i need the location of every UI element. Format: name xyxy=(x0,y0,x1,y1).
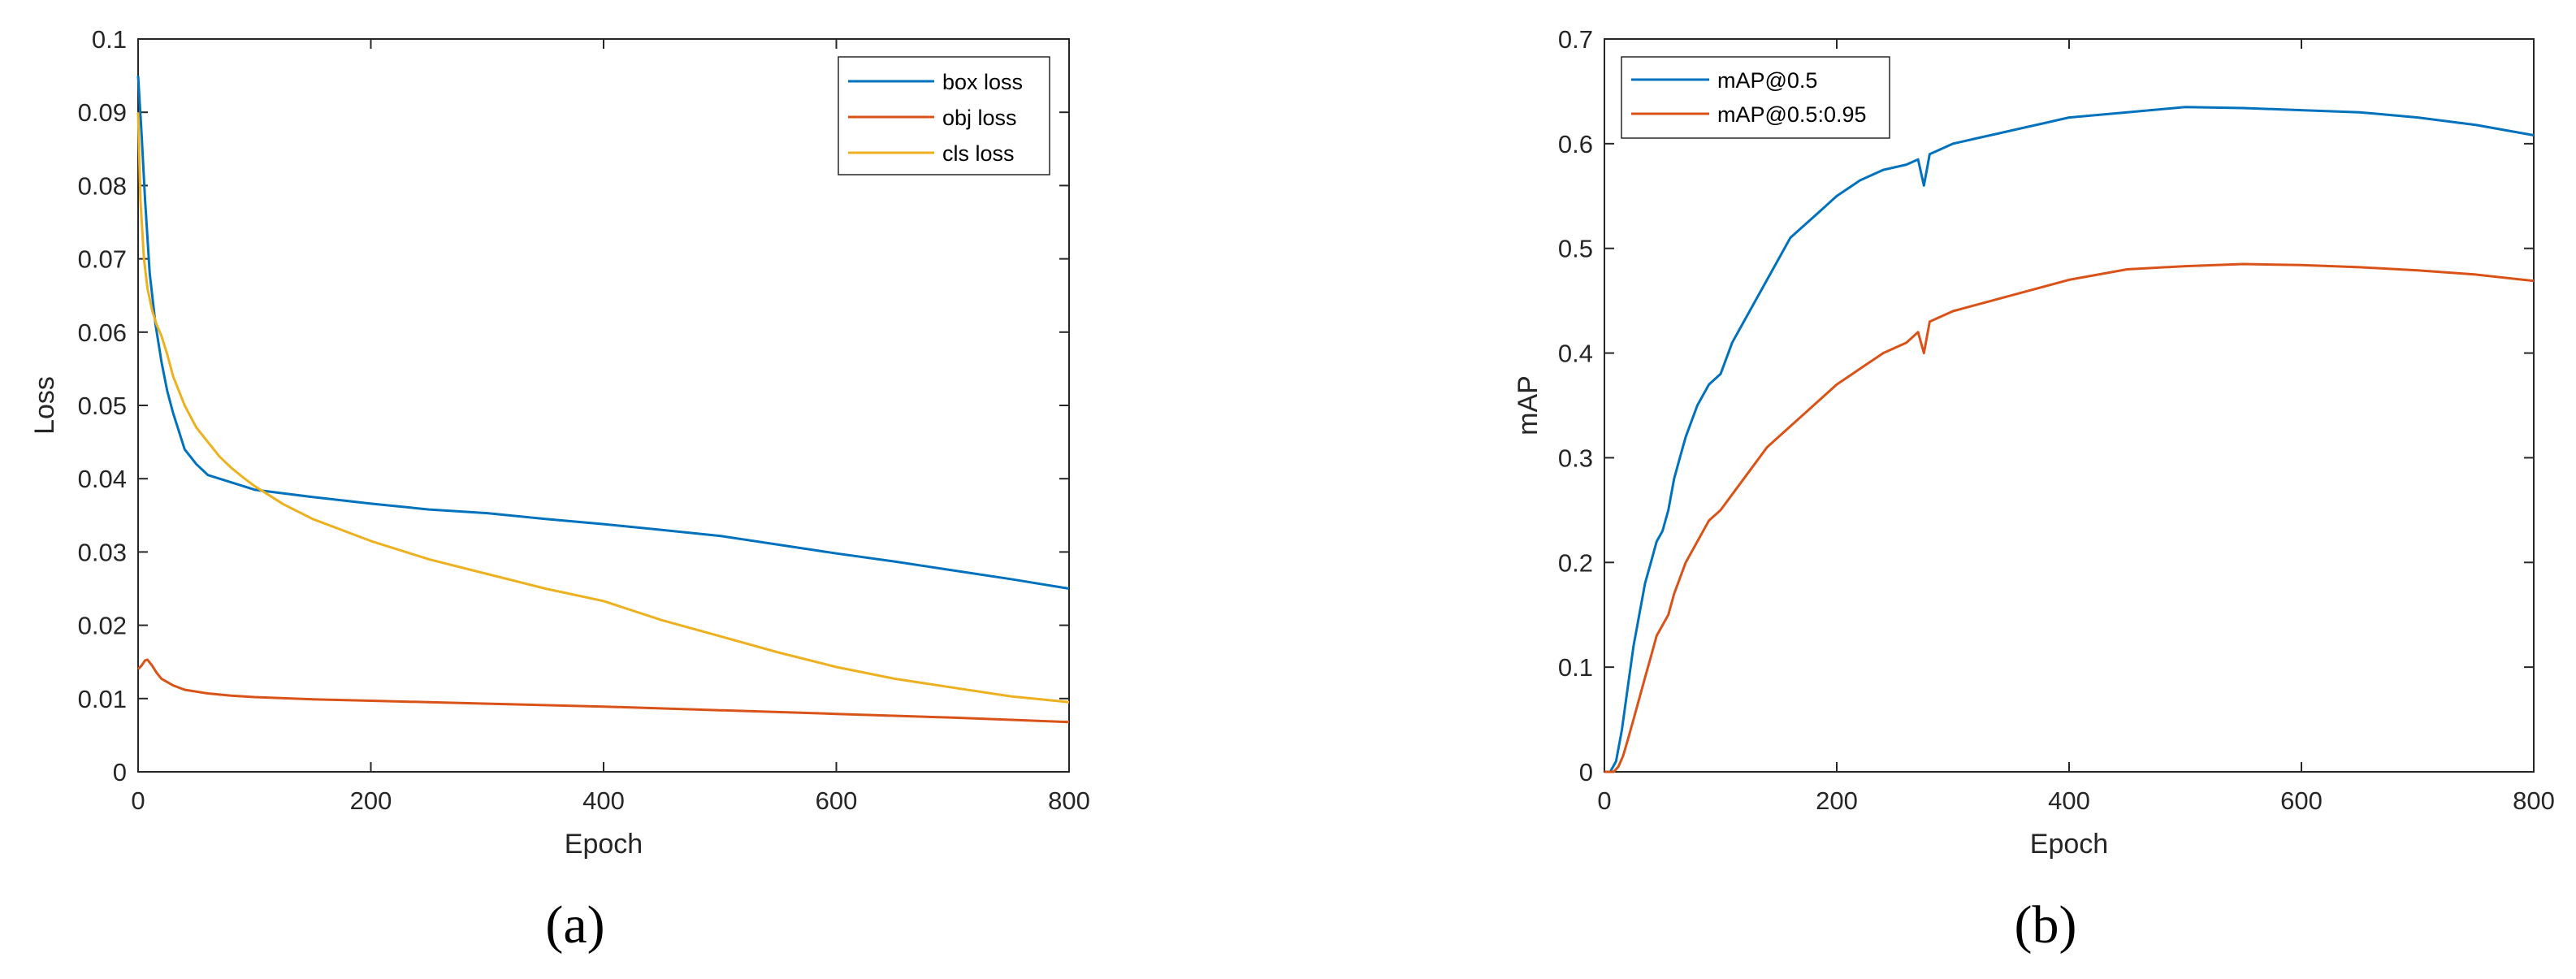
chart-b-ytick-label: 0.1 xyxy=(1558,653,1593,682)
chart-a-series-obj-loss xyxy=(136,658,1070,724)
chart-b-ytick-label: 0.7 xyxy=(1558,25,1593,54)
chart-b-series-map-0-5 xyxy=(1604,106,2535,773)
chart-a-y-axis: 0 0.01 0.02 0.03 0.04 0.05 0.06 0.07 0.08 0.09 0.1 xyxy=(78,25,1069,786)
chart-b-legend: mAP@0.5 mAP@0.5:0.95 xyxy=(1621,56,1890,139)
chart-a-ytick-label: 0.03 xyxy=(78,538,127,566)
chart-b-xtick-label: 0 xyxy=(1597,786,1611,815)
chart-b-legend-box xyxy=(1621,56,1890,139)
chart-b-series-lines xyxy=(1604,106,2535,773)
chart-a-ytick-label: 0.08 xyxy=(78,171,127,200)
chart-b-legend-label-map50: mAP@0.5 xyxy=(1717,68,1817,93)
chart-a-xtick-label: 600 xyxy=(816,786,858,815)
chart-a-xtick-label: 0 xyxy=(131,786,145,815)
chart-a-series-lines xyxy=(136,76,1070,724)
chart-b-x-label: Epoch xyxy=(2030,829,2108,860)
chart-a-ytick-label: 0.02 xyxy=(78,612,127,640)
chart-a-xtick-label: 200 xyxy=(350,786,392,815)
chart-b-xtick-label: 200 xyxy=(1816,786,1858,815)
chart-a-legend: box loss obj loss cls loss xyxy=(838,56,1050,175)
chart-a-ytick-label: 0.01 xyxy=(78,685,127,713)
chart-a-ytick-label: 0.09 xyxy=(78,98,127,127)
chart-a-legend-label-obj-loss: obj loss xyxy=(942,106,1017,130)
chart-a-series-box-loss xyxy=(136,76,1070,590)
chart-b-xtick-label: 600 xyxy=(2280,786,2323,815)
chart-b-x-axis: 0 200 400 600 800 xyxy=(1597,39,2555,815)
chart-a-xtick-label: 800 xyxy=(1048,786,1090,815)
chart-b-ytick-label: 0 xyxy=(1579,758,1593,786)
chart-a-x-axis: 0 200 400 600 800 xyxy=(131,39,1090,815)
chart-b-y-label: mAP xyxy=(1513,375,1543,435)
chart-a-ytick-label: 0.04 xyxy=(78,465,127,493)
chart-a-ytick-label: 0 xyxy=(113,758,127,786)
chart-b: 0 0.1 0.2 0.3 0.4 0.5 0.6 0.7 0 200 400 600 800 Epo… xyxy=(1513,25,2555,955)
chart-b-ytick-label: 0.6 xyxy=(1558,130,1593,158)
chart-b-caption: (b) xyxy=(2015,895,2077,955)
chart-a-y-label: Loss xyxy=(29,376,60,435)
chart-a-x-label: Epoch xyxy=(565,829,643,860)
chart-a-xtick-label: 400 xyxy=(582,786,625,815)
chart-a-ytick-label: 0.07 xyxy=(78,245,127,274)
chart-a-legend-label-box-loss: box loss xyxy=(942,70,1023,94)
chart-a-caption: (a) xyxy=(545,895,604,955)
chart-b-plot-area xyxy=(1604,38,2535,773)
chart-b-ytick-label: 0.3 xyxy=(1558,444,1593,472)
chart-b-ytick-label: 0.4 xyxy=(1558,340,1593,368)
chart-b-series-map-0-5-0-95 xyxy=(1604,262,2535,773)
chart-b-xtick-label: 400 xyxy=(2048,786,2090,815)
chart-a-legend-label-cls-loss: cls loss xyxy=(942,141,1015,166)
chart-b-xtick-label: 800 xyxy=(2513,786,2555,815)
chart-a-ytick-label: 0.1 xyxy=(92,25,127,54)
chart-b-legend-label-map50-95: mAP@0.5:0.95 xyxy=(1717,102,1867,127)
chart-b-ytick-label: 0.2 xyxy=(1558,548,1593,577)
chart-a-series-cls-loss xyxy=(136,112,1070,704)
chart-a-ytick-label: 0.06 xyxy=(78,318,127,347)
chart-b-ytick-label: 0.5 xyxy=(1558,235,1593,263)
chart-a-ytick-label: 0.05 xyxy=(78,392,127,420)
chart-b-y-axis: 0 0.1 0.2 0.3 0.4 0.5 0.6 0.7 xyxy=(1558,25,2534,786)
chart-a: 0 0.01 0.02 0.03 0.04 0.05 0.06 0.07 0.08 0.09 0.1… xyxy=(29,25,1090,955)
